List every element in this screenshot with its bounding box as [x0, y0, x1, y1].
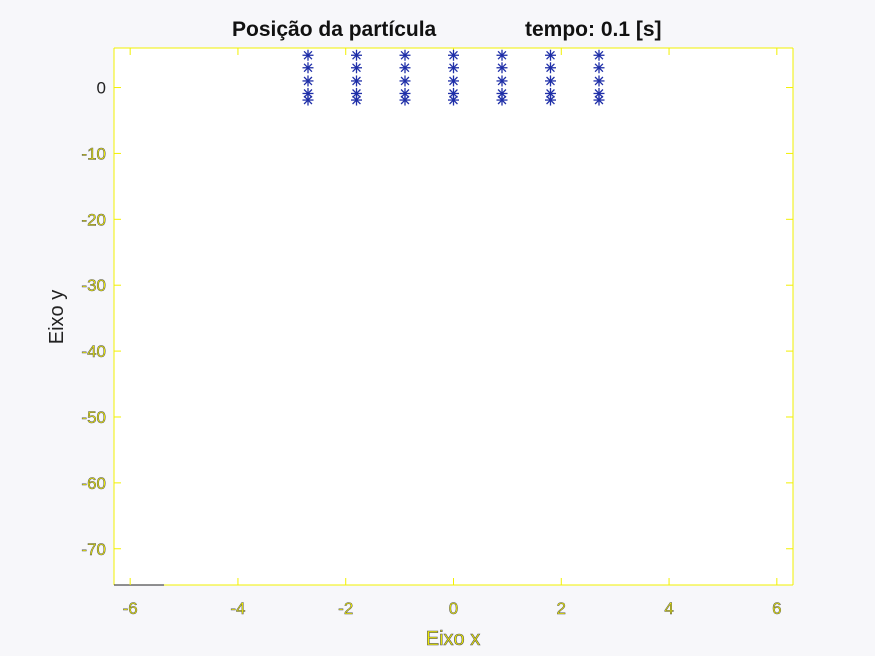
- particle-point: [545, 62, 556, 74]
- particle-point-stroke: [546, 89, 555, 98]
- particle-point-stroke: [594, 76, 604, 86]
- particle-points: [302, 49, 605, 106]
- particle-point-stroke: [594, 50, 604, 60]
- particle-point: [399, 49, 411, 61]
- particle-point: [545, 75, 556, 87]
- particle-point-stroke: [400, 63, 410, 73]
- particle-point-stroke: [497, 95, 507, 105]
- particle-point: [399, 75, 411, 87]
- particle-point: [351, 62, 362, 74]
- particle-point: [496, 94, 508, 106]
- chart-title-row: Posição da partícula tempo: 0.1 [s]: [0, 18, 875, 46]
- particle-point: [496, 62, 508, 74]
- particle-point-stroke: [400, 76, 410, 86]
- x-tick-label: 6: [772, 599, 781, 618]
- y-tick-label: -50: [81, 408, 106, 427]
- particle-point-stroke: [400, 95, 410, 105]
- particle-point: [448, 94, 459, 106]
- x-tick-label: -6: [123, 599, 138, 618]
- particle-point-stroke: [400, 89, 410, 98]
- particle-point: [302, 49, 314, 61]
- particle-point: [351, 49, 362, 61]
- particle-point-stroke: [352, 63, 361, 73]
- particle-point-stroke: [352, 89, 361, 98]
- particle-point: [351, 94, 362, 106]
- particle-point-stroke: [594, 95, 604, 105]
- x-tick-label: 2: [557, 599, 566, 618]
- chart-title: Posição da partícula: [232, 18, 437, 41]
- particle-point-stroke: [352, 95, 361, 105]
- particle-point: [448, 62, 459, 74]
- particle-point: [496, 75, 508, 87]
- particle-point: [545, 94, 556, 106]
- particle-point: [302, 75, 314, 87]
- y-axis-label: Eixo y: [46, 290, 68, 344]
- particle-point-stroke: [546, 63, 555, 73]
- plot-area: [114, 48, 793, 585]
- x-tick-label: -4: [230, 599, 245, 618]
- particle-point-stroke: [400, 50, 410, 60]
- particle-point-stroke: [449, 95, 458, 105]
- particle-point: [351, 75, 362, 87]
- particle-point-stroke: [303, 50, 313, 60]
- y-axis-ticks: 0 -10 -20 -30 -40 -50 -60 -70: [81, 79, 793, 559]
- particle-point-stroke: [594, 63, 604, 73]
- particle-point: [302, 62, 314, 74]
- particle-point: [545, 49, 556, 61]
- particle-point-stroke: [497, 50, 507, 60]
- particle-point-stroke: [449, 63, 458, 73]
- particle-point-stroke: [303, 76, 313, 86]
- chart-time-readout: tempo: 0.1 [s]: [525, 18, 662, 41]
- particle-point: [593, 49, 605, 61]
- x-tick-label: 0: [449, 599, 458, 618]
- particle-point-stroke: [497, 89, 507, 98]
- particle-point-stroke: [546, 76, 555, 86]
- y-tick-label: 0: [97, 79, 106, 98]
- y-tick-label: -20: [81, 210, 106, 229]
- particle-point-stroke: [594, 89, 604, 98]
- y-tick-label: -40: [81, 342, 106, 361]
- particle-point-stroke: [449, 50, 458, 60]
- y-tick-label: -60: [81, 474, 106, 493]
- particle-point-stroke: [546, 95, 555, 105]
- particle-point-stroke: [546, 50, 555, 60]
- x-axis-label: Eixo x: [426, 628, 480, 650]
- particle-point: [593, 62, 605, 74]
- particle-point-stroke: [352, 76, 361, 86]
- particle-point-stroke: [352, 50, 361, 60]
- particle-point: [399, 87, 411, 99]
- particle-point: [593, 75, 605, 87]
- particle-point-stroke: [303, 89, 313, 98]
- y-tick-label: -70: [81, 540, 106, 559]
- particle-point-stroke: [497, 63, 507, 73]
- particle-point: [593, 94, 605, 106]
- particle-point-stroke: [303, 95, 313, 105]
- particle-point: [448, 49, 459, 61]
- y-tick-label: -10: [81, 144, 106, 163]
- particle-point-stroke: [303, 63, 313, 73]
- particle-point-stroke: [497, 76, 507, 86]
- particle-point-stroke: [449, 89, 458, 98]
- particle-point: [448, 75, 459, 87]
- particle-point: [302, 94, 314, 106]
- particle-point-stroke: [449, 76, 458, 86]
- particle-point: [399, 94, 411, 106]
- particle-point: [496, 49, 508, 61]
- x-tick-label: -2: [338, 599, 353, 618]
- y-tick-label: -30: [81, 276, 106, 295]
- x-axis-ticks: -6 -4 -2 0 2 4 6: [122, 48, 782, 618]
- particle-point: [399, 62, 411, 74]
- x-tick-label: 4: [664, 599, 673, 618]
